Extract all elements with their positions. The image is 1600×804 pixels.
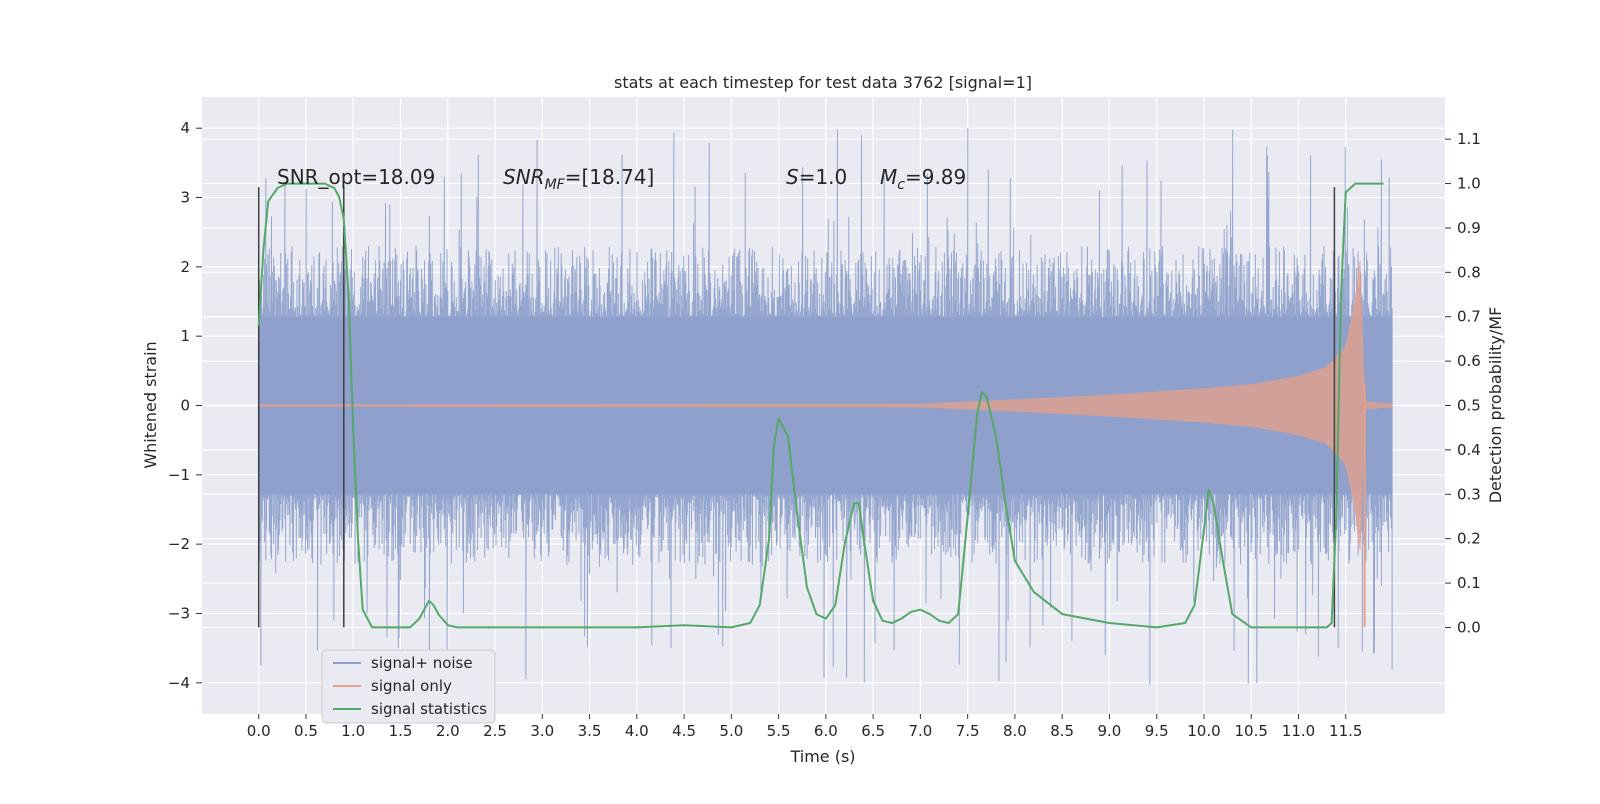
legend-box <box>321 649 496 724</box>
y-tick-label: −4 <box>168 674 190 692</box>
x-tick-label: 0.0 <box>247 722 271 740</box>
x-tick-label: 2.0 <box>436 722 460 740</box>
x-tick-label: 4.5 <box>672 722 696 740</box>
y-right-tick-label: 0.9 <box>1457 219 1481 237</box>
legend-label-signal-only: signal only <box>371 677 452 695</box>
annotation-snr-mf-value: =[18.74] <box>565 165 655 189</box>
x-tick-label: 5.5 <box>767 722 791 740</box>
y-right-tick-label: 0.3 <box>1457 485 1481 503</box>
x-tick-label: 11.5 <box>1329 722 1362 740</box>
y-tick-label: 0 <box>180 397 190 415</box>
x-tick-label: 10.0 <box>1187 722 1220 740</box>
x-tick-label: 5.0 <box>719 722 743 740</box>
y-right-tick-label: 0.6 <box>1457 352 1481 370</box>
signal-only-line <box>258 260 1393 551</box>
annotation-mc: Mc=9.89 <box>880 165 966 193</box>
y-right-tick-label: 0.8 <box>1457 263 1481 281</box>
x-tick-label: 4.0 <box>625 722 649 740</box>
x-tick-label: 7.0 <box>908 722 932 740</box>
x-tick-label: 6.5 <box>861 722 885 740</box>
y-right-tick-label: 0.7 <box>1457 308 1481 326</box>
y-right-tick-label: 1.1 <box>1457 130 1481 148</box>
y-tick-label: −2 <box>168 535 190 553</box>
x-tick-label: 1.0 <box>341 722 365 740</box>
x-tick-label: 9.5 <box>1145 722 1169 740</box>
x-tick-label: 8.5 <box>1050 722 1074 740</box>
x-tick-label: 9.0 <box>1098 722 1122 740</box>
x-tick-label: 3.0 <box>530 722 554 740</box>
y-axis-label: Whitened strain <box>141 341 160 468</box>
legend: signal+ noise signal only signal statist… <box>321 649 496 724</box>
y-tick-label: 3 <box>180 189 190 207</box>
y-tick-label: 4 <box>180 119 190 137</box>
x-tick-label: 8.0 <box>1003 722 1027 740</box>
y-tick-label: 2 <box>180 258 190 276</box>
y-tick-label: 1 <box>180 327 190 345</box>
tick-layer: 0.0 0.5 1.0 1.5 2.0 2.5 3.0 3.5 4.0 4.5 5.0 5.5 6.0 6… <box>168 119 1481 740</box>
signal-statistics-series <box>257 182 1384 629</box>
x-axis-label: Time (s) <box>789 747 855 766</box>
x-tick-label: 2.5 <box>483 722 507 740</box>
annotation-mc-value: =9.89 <box>905 165 966 189</box>
x-tick-label: 10.5 <box>1235 722 1268 740</box>
annotation-mc-sub: c <box>897 177 905 193</box>
annotation-snr-opt: SNR_opt=18.09 <box>277 165 435 189</box>
annotation-s-main: S <box>786 165 799 189</box>
annotation-snr-mf-main: SNR <box>503 165 545 189</box>
annotation-s: S=1.0 <box>786 165 847 189</box>
y-tick-label: −3 <box>168 604 190 622</box>
x-tick-label: 1.5 <box>389 722 413 740</box>
signal-statistics-line <box>257 182 1384 629</box>
y-tick-label: −1 <box>168 466 190 484</box>
x-tick-label: 6.0 <box>814 722 838 740</box>
y-right-tick-label: 0.2 <box>1457 530 1481 548</box>
annotation-mc-main: M <box>880 165 897 189</box>
chart-title: stats at each timestep for test data 376… <box>614 73 1032 92</box>
y-right-tick-label: 0.0 <box>1457 618 1481 636</box>
legend-label-signal-statistics: signal statistics <box>371 700 487 718</box>
annotation-snr-mf-sub: MF <box>545 177 566 193</box>
signal-only-series <box>258 260 1393 628</box>
x-tick-label: 0.5 <box>294 722 318 740</box>
legend-label-signal-noise: signal+ noise <box>371 654 473 672</box>
x-tick-label: 7.5 <box>956 722 980 740</box>
annotation-snr-mf: SNRMF=[18.74] <box>503 165 654 193</box>
annotations: SNR_opt=18.09 SNRMF=[18.74] S=1.0 Mc=9.8… <box>277 165 966 193</box>
x-tick-label: 11.0 <box>1282 722 1315 740</box>
y-right-tick-label: 0.5 <box>1457 397 1481 415</box>
y-right-tick-label: 0.1 <box>1457 574 1481 592</box>
y-right-tick-label: 1.0 <box>1457 175 1481 193</box>
y-right-tick-label: 0.4 <box>1457 441 1481 459</box>
x-tick-label: 3.5 <box>578 722 602 740</box>
y-axis-right-label: Detection probability/MF <box>1486 307 1505 504</box>
annotation-s-value: =1.0 <box>799 165 848 189</box>
